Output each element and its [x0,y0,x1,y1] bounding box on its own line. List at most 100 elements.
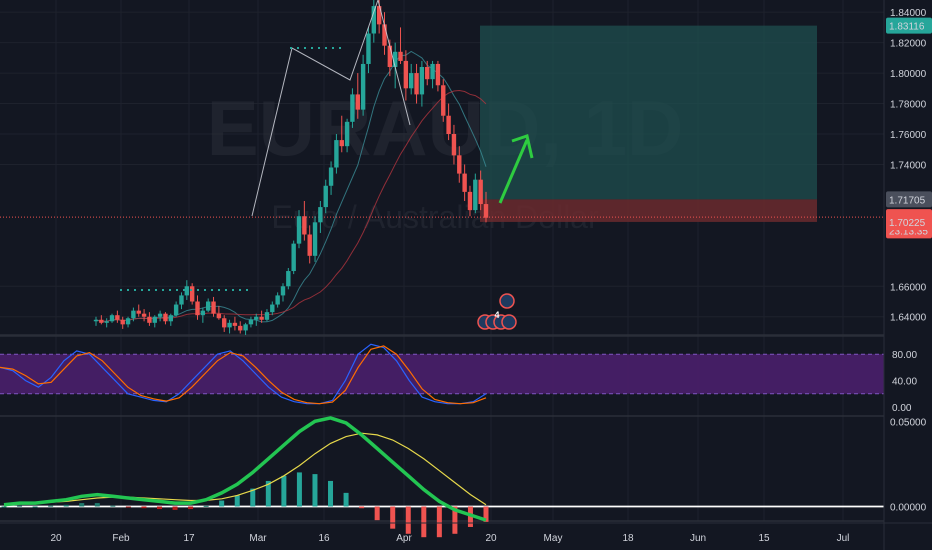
candle-body-55 [387,45,393,67]
candle-body-28 [243,324,248,331]
event-count-label: 4 [494,310,499,320]
candle-body-67 [451,134,457,156]
macd-hist-bar-12 [188,506,194,510]
candle-body-72 [478,179,483,205]
candle-body-27 [238,325,243,331]
time-tick-label: Mar [249,533,267,544]
macd-hist-bar-28 [436,506,442,538]
time-tick-label: 18 [622,533,634,544]
candle-body-54 [382,24,387,46]
candle-body-42 [318,207,323,223]
candle-body-35 [280,286,286,296]
price-tick-label: 1.78000 [890,100,927,111]
candle-body-26 [232,322,238,326]
candle-body-51 [366,33,371,64]
candle-body-11 [152,316,157,323]
candle-body-12 [157,313,163,317]
candle-body-21 [205,301,211,311]
candle-body-31 [259,316,264,320]
candle-body-34 [275,295,280,305]
candle-body-60 [414,73,419,95]
candle-body-43 [323,185,328,208]
candle-body-71 [473,179,478,211]
candle-body-37 [291,243,296,272]
macd-hist-bar-13 [203,505,209,507]
macd-hist-bar-4 [63,504,69,507]
event-flag-icon [499,293,515,309]
price-label: 1.71705 [889,195,926,206]
time-tick-label: Apr [396,533,412,544]
macd-hist-bar-24 [374,506,380,521]
macd-hist-bar-18 [281,475,287,507]
time-tick-label: May [544,533,563,544]
macd-tick-label: 0.00000 [890,503,927,514]
macd-hist-bar-26 [405,506,411,534]
macd-hist-bar-17 [265,480,271,507]
candle-body-24 [222,318,227,328]
macd-hist-bar-25 [390,506,396,529]
candle-body-10 [147,316,152,323]
candle-body-48 [350,94,355,122]
price-tick-label: 1.76000 [890,130,927,141]
candle-body-38 [296,216,302,244]
stop-zone [480,199,817,222]
macd-hist-bar-0 [1,506,7,508]
price-tick-label: 1.64000 [890,313,927,324]
candle-body-49 [355,94,360,110]
candle-body-61 [419,67,425,95]
candle-body-5 [120,319,125,325]
time-tick-label: 20 [485,533,497,544]
candle-body-16 [179,295,184,305]
macd-hist-bar-6 [94,503,100,507]
moving-averages [95,50,487,323]
macd-line [3,416,487,522]
macd-hist-bar-8 [125,506,131,508]
time-tick-label: Jul [837,533,850,544]
candle-body-14 [168,315,173,322]
ma-fast-line [95,50,487,323]
rsi-d-line [0,345,487,405]
candle-body-68 [457,155,462,174]
candle-body-19 [195,301,200,316]
candle-body-29 [248,319,254,325]
candle-body-50 [360,63,366,110]
candle-body-45 [334,140,339,168]
candle-body-1 [99,319,104,323]
macd-tick-label: 0.05000 [890,417,927,428]
candle-body-32 [264,312,270,320]
price-label-bg [886,17,932,34]
price-tick-label: 1.80000 [890,69,927,80]
macd-signal-line [3,432,487,506]
macd-hist-bar-23 [359,506,365,509]
candle-body-15 [173,304,179,316]
candle-body-52 [371,6,377,34]
candle-body-18 [189,286,195,302]
macd-hist-bar-3 [48,505,54,507]
price-tick-label: 1.74000 [890,160,927,171]
time-tick-label: 20 [50,533,62,544]
rsi-tick-label: 40.00 [892,377,917,388]
price-axis-bg [884,0,932,550]
macd-hist-bar-22 [343,492,349,507]
candle-body-8 [136,310,141,314]
candle-body-66 [446,115,451,134]
rsi-band [0,354,884,394]
macd-hist-bar-9 [141,506,147,509]
price-label: 1.70225 [889,218,926,229]
price-tick-label: 1.84000 [890,8,927,19]
candle-body-3 [109,315,115,322]
candle-body-17 [184,286,190,296]
macd-hist-bar-19 [296,472,302,507]
candle-body-20 [200,310,206,316]
candle-body-9 [141,313,147,317]
time-tick-label: 16 [318,533,330,544]
target-zone [480,25,817,200]
macd-hist-bar-31 [483,506,489,522]
price-tick-label: 1.82000 [890,39,927,50]
candle-body-39 [302,216,307,235]
candle-body-41 [312,222,318,256]
